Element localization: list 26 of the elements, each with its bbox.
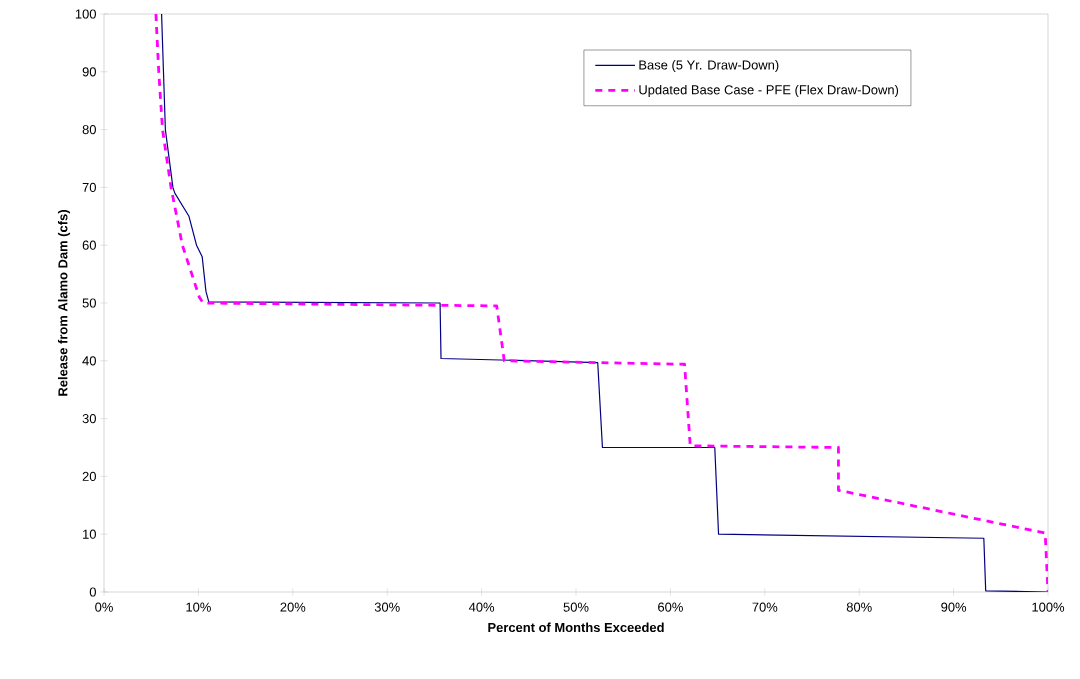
y-tick-label: 50: [82, 298, 96, 308]
x-tick-label: 10%: [186, 602, 211, 612]
y-tick-label: 20: [82, 471, 96, 481]
x-tick-label: 100%: [1032, 602, 1065, 612]
y-tick-label: 10: [83, 529, 96, 539]
y-tick-label: 40: [82, 356, 96, 366]
x-tick-label: 30%: [374, 602, 400, 612]
y-tick-label: 30: [82, 414, 96, 424]
legend-label: Updated Base Case - PFE (Flex Draw-Down): [639, 84, 899, 97]
y-tick-label: 80: [82, 125, 96, 135]
x-tick-label: 80%: [846, 602, 872, 612]
y-tick-label: 60: [82, 240, 96, 250]
y-tick-label: 100: [75, 9, 96, 19]
x-tick-label: 0%: [95, 602, 113, 612]
x-tick-label: 90%: [941, 602, 967, 612]
y-tick-label: 90: [82, 67, 96, 77]
x-tick-label: 70%: [752, 602, 778, 612]
x-tick-label: 40%: [468, 602, 495, 612]
y-axis-title: Release from Alamo Dam (cfs): [57, 210, 71, 396]
x-axis-title: Percent of Months Exceeded: [488, 622, 664, 633]
y-tick-label: 70: [82, 182, 96, 192]
x-tick-label: 60%: [658, 602, 683, 612]
y-tick-label: 0: [89, 587, 96, 597]
x-tick-label: 20%: [280, 602, 306, 612]
legend-label: Base (5 Yr. Draw-Down): [639, 60, 779, 73]
x-tick-label: 50%: [563, 602, 589, 612]
